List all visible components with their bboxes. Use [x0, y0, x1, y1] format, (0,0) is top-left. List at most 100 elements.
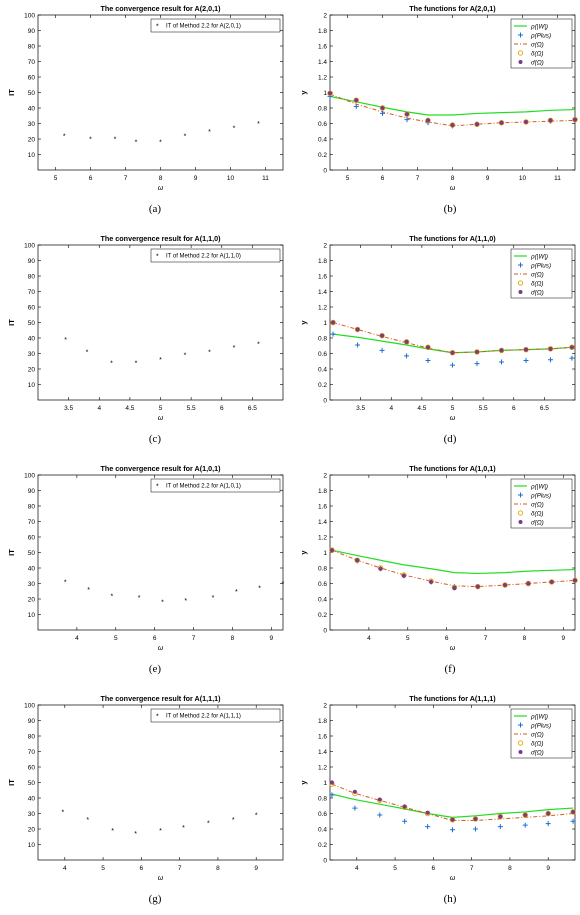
sigma-bar-marker — [404, 112, 410, 117]
y-tick-label: 0.8 — [318, 566, 327, 573]
it-point: * — [233, 345, 236, 352]
sigma-bar-marker — [329, 780, 335, 785]
it-point: * — [184, 133, 187, 140]
x-tick-label: 4 — [97, 405, 101, 412]
x-tick-label: 4 — [75, 635, 79, 642]
y-tick-label: 50 — [28, 320, 36, 327]
sigma-bar-marker — [327, 91, 333, 96]
rho-plus-marker — [545, 821, 551, 827]
y-tick-label: 0.6 — [318, 121, 327, 128]
delta-marker — [449, 122, 456, 128]
y-tick-label: 30 — [28, 811, 36, 818]
legend: ρ(|W|) ρ(Plus) σ(Ω) δ(Ω) σ̄(Ω) — [510, 248, 573, 299]
y-tick-label: 50 — [28, 780, 36, 787]
y-tick-label: 0.4 — [318, 827, 327, 834]
legend-label: σ̄(Ω) — [531, 520, 544, 527]
legend-label: ρ(|W|) — [530, 714, 548, 721]
x-axis-label: ω — [158, 415, 164, 422]
y-tick-label: 1.2 — [318, 75, 327, 82]
sigma-bar-marker — [380, 105, 385, 111]
legend-swatch — [518, 722, 523, 728]
rho-plus-marker — [450, 362, 455, 368]
it-point: * — [232, 817, 235, 824]
y-tick-label: 80 — [28, 44, 36, 51]
y-tick-label: 1.6 — [318, 274, 327, 281]
x-axis-label: ω — [158, 875, 164, 882]
it-point: * — [258, 586, 261, 593]
y-tick-label: 1.4 — [318, 289, 327, 296]
it-point: * — [87, 587, 90, 594]
y-tick-label: 30 — [28, 351, 36, 358]
y-tick-label: 10 — [28, 382, 36, 389]
x-tick-label: 4.5 — [417, 405, 426, 412]
delta-marker — [547, 117, 554, 124]
legend-label: ρ(|W|) — [530, 254, 548, 261]
y-tick-label: 80 — [28, 734, 36, 741]
chart-svg-h: The functions for A(1,1,1) 0 0.2 0.4 0.6 0.8 1… — [299, 694, 576, 882]
x-tick-label: 8 — [508, 865, 512, 872]
y-axis-label: y — [299, 90, 308, 95]
y-tick-label: 1.4 — [318, 519, 327, 526]
legend-box — [510, 248, 573, 299]
x-tick-label: 8 — [231, 635, 235, 642]
x-tick-label: 6 — [381, 175, 385, 182]
delta-marker — [474, 349, 480, 355]
legend-label: IT of Method 2.2 for A(1,0,1) — [166, 484, 241, 490]
sigma-bar-marker — [502, 582, 508, 588]
x-tick-label: 4 — [367, 635, 371, 642]
it-point: * — [257, 342, 260, 349]
chart-svg-e: The convergence result for A(1,0,1) 10 20 3… — [7, 464, 285, 652]
chart-panel-d: The functions for A(1,1,0) 0 0.2 0.4 0.6 0.8 1… — [292, 230, 580, 430]
delta-marker — [403, 339, 410, 345]
subfigure-caption: (c) — [148, 433, 162, 445]
sigma-bar-marker — [355, 327, 360, 332]
sigma-bar-marker — [523, 347, 529, 352]
legend-label: σ(Ω) — [531, 42, 544, 49]
delta-marker — [425, 117, 431, 124]
x-tick-label: 5 — [159, 405, 163, 412]
delta-marker — [498, 347, 505, 354]
y-tick-label: 60 — [28, 305, 36, 312]
x-tick-label: 10 — [227, 175, 235, 182]
legend-box — [150, 248, 281, 263]
sigma-bar-marker — [474, 122, 480, 127]
y-tick-label: 1.6 — [318, 504, 327, 511]
y-tick-label: 1.2 — [318, 535, 327, 542]
sigma-bar-marker — [475, 584, 480, 589]
legend-swatch — [518, 290, 523, 294]
x-tick-label: 3.5 — [356, 405, 365, 412]
sigma-bar-marker — [379, 333, 385, 338]
series-rho-w-line — [331, 549, 576, 575]
rho-plus-marker — [330, 331, 336, 337]
chart-title: The functions for A(1,1,1) — [409, 694, 496, 703]
rho-plus-marker — [353, 103, 359, 109]
rho-plus-marker — [425, 824, 431, 830]
x-tick-label: 6 — [220, 405, 224, 412]
delta-marker — [502, 582, 508, 588]
y-tick-label: 0.2 — [318, 842, 327, 849]
y-axis-label: y — [299, 550, 308, 555]
y-tick-label: 70 — [28, 519, 36, 526]
x-tick-label: 9 — [546, 865, 550, 872]
y-tick-label: 20 — [28, 827, 36, 834]
legend-label: δ(Ω) — [531, 51, 543, 58]
rho-plus-marker — [377, 812, 383, 818]
y-tick-label: 0.8 — [318, 336, 327, 343]
legend-marker: * — [156, 24, 159, 31]
y-tick-label: 0.2 — [318, 612, 327, 619]
chart-svg-d: The functions for A(1,1,0) 0 0.2 0.4 0.6 0.8 1… — [299, 234, 576, 422]
rho-plus-marker — [425, 357, 431, 363]
delta-marker — [472, 816, 479, 822]
x-tick-label: 6 — [445, 635, 449, 642]
it-point: * — [138, 595, 141, 602]
it-point: * — [64, 579, 67, 586]
x-tick-label: 5 — [54, 175, 58, 182]
delta-marker — [547, 346, 554, 352]
delta-marker — [354, 557, 360, 563]
x-tick-label: 9 — [194, 175, 198, 182]
y-tick-label: 1.8 — [318, 258, 327, 265]
x-tick-label: 4.5 — [125, 405, 134, 412]
legend-label: ρ(Plus) — [530, 263, 551, 270]
sigma-bar-marker — [450, 122, 455, 128]
x-tick-label: 6 — [140, 865, 144, 872]
